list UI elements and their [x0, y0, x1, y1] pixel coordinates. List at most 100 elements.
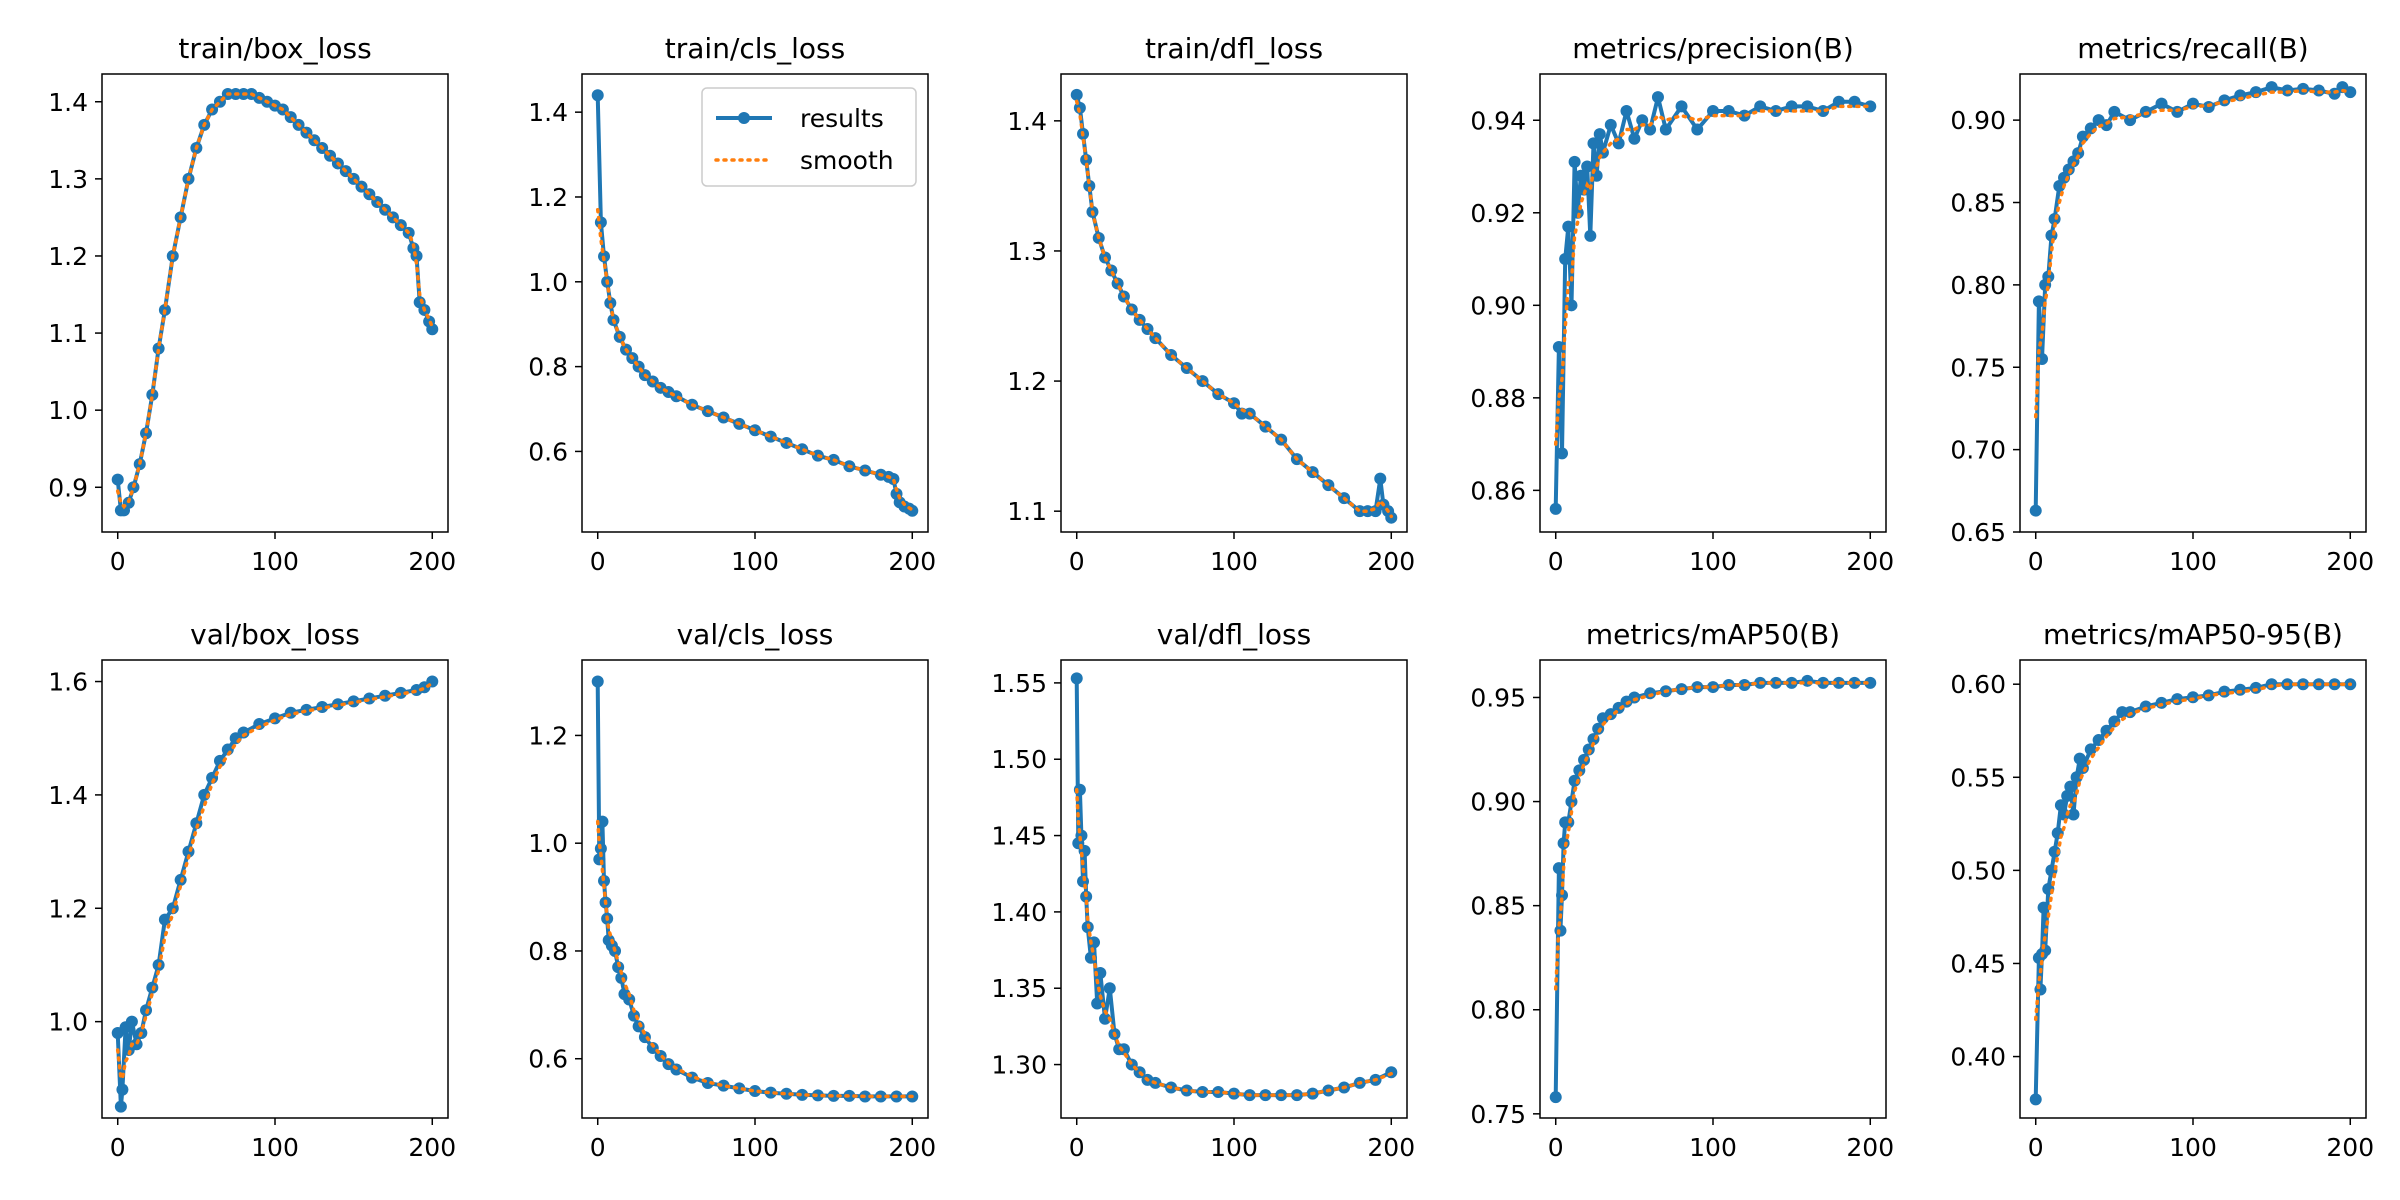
x-tick-label: 0: [590, 1133, 606, 1162]
results-point: [1581, 160, 1594, 173]
results-point: [1628, 132, 1641, 145]
y-tick-label: 1.40: [991, 898, 1047, 927]
results-point: [2265, 81, 2278, 94]
y-tick-label: 1.30: [991, 1051, 1047, 1080]
x-tick-label: 100: [1210, 547, 1258, 576]
subplot-5: metrics/recall(B) 0 100 200 0.65 0.70 0.75 0.80…: [1950, 32, 2374, 576]
y-tick-label: 0.6: [528, 437, 568, 466]
x-tick-label: 0: [1069, 1133, 1085, 1162]
y-tick-label: 0.86: [1470, 476, 1526, 505]
y-tick-label: 1.55: [991, 669, 1047, 698]
y-tick-label: 1.0: [48, 396, 88, 425]
results-point: [2155, 97, 2168, 110]
legend-label-smooth: smooth: [800, 146, 894, 175]
results-point: [1565, 299, 1578, 312]
y-tick-label: 0.90: [1470, 788, 1526, 817]
x-tick-label: 200: [1846, 547, 1894, 576]
results-point: [1549, 502, 1562, 515]
results-point: [749, 1085, 761, 1098]
results-line: [115, 679, 435, 1109]
results-point: [1099, 1012, 1112, 1025]
results-point: [1117, 1043, 1130, 1056]
results-point: [2234, 683, 2247, 696]
results-point: [1111, 277, 1124, 290]
results-point: [2067, 808, 2080, 821]
x-tick-label: 200: [2326, 1133, 2374, 1162]
y-tick-label: 0.9: [48, 473, 88, 502]
results-point: [1864, 676, 1877, 689]
results-point: [1070, 672, 1083, 685]
y-tick-label: 1.0: [48, 1008, 88, 1037]
results-point: [116, 1083, 129, 1096]
x-tick-label: 100: [1210, 1133, 1258, 1162]
x-tick-label: 200: [2326, 547, 2374, 576]
subplot-1: train/box_loss 0 100 200 0.9 1.0 1.1 1.2 1.3 1.4: [48, 32, 456, 576]
x-tick-label: 200: [1846, 1133, 1894, 1162]
y-tick-label: 0.90: [1950, 106, 2006, 135]
y-tick-label: 0.92: [1470, 199, 1526, 228]
results-point: [1070, 88, 1083, 101]
results-point: [2037, 901, 2050, 914]
results-point: [1374, 472, 1387, 485]
axes-frame: [1060, 659, 1408, 1119]
results-point: [1552, 340, 1565, 353]
subplot-title: train/dfl_loss: [1145, 32, 1323, 65]
y-tick-label: 0.40: [1950, 1043, 2006, 1072]
subplot-title: metrics/precision(B): [1572, 32, 1854, 65]
results-point: [1103, 982, 1116, 995]
y-tick-label: 1.3: [48, 165, 88, 194]
y-tick-label: 0.95: [1470, 683, 1526, 712]
results-point: [114, 1100, 127, 1113]
y-tick-label: 1.1: [1007, 497, 1047, 526]
smooth-line: [1553, 104, 1873, 446]
smooth-line: [1074, 788, 1394, 1097]
axes-frame: [581, 659, 929, 1119]
results-point: [146, 388, 159, 401]
y-tick-label: 1.2: [528, 721, 568, 750]
x-tick-label: 100: [2169, 1133, 2217, 1162]
subplot-title: val/box_loss: [190, 618, 360, 651]
results-point: [1864, 100, 1877, 113]
results-point: [1659, 123, 1672, 136]
results-point: [1584, 229, 1597, 242]
x-tick-label: 0: [110, 1133, 126, 1162]
smooth-line: [115, 681, 435, 1081]
subplot-7: val/cls_loss 0 100 200 0.6 0.8 1.0 1.2: [528, 618, 936, 1162]
x-tick-label: 200: [888, 547, 936, 576]
x-tick-label: 0: [1069, 547, 1085, 576]
y-tick-label: 1.3: [1007, 237, 1047, 266]
results-point: [2073, 752, 2086, 765]
results-point: [1549, 1091, 1562, 1104]
subplot-title: val/dfl_loss: [1157, 618, 1311, 651]
x-tick-label: 100: [251, 547, 299, 576]
subplot-title: metrics/recall(B): [2077, 32, 2308, 65]
results-point: [1604, 118, 1617, 131]
results-point: [1574, 169, 1587, 182]
results-point: [1644, 123, 1657, 136]
results-point: [764, 1086, 777, 1099]
results-point: [1559, 253, 1572, 266]
results-point: [152, 342, 165, 355]
results-line: [1553, 678, 1873, 1100]
results-point: [1644, 687, 1657, 700]
y-tick-label: 1.4: [48, 781, 88, 810]
y-tick-label: 0.50: [1950, 856, 2006, 885]
results-line: [1074, 92, 1394, 520]
subplot-8: val/dfl_loss 0 100 200 1.30 1.35 1.40 1.45 1.50 1…: [991, 618, 1415, 1162]
subplot-6: val/box_loss 0 100 200 1.0 1.2 1.4 1.6: [48, 618, 456, 1162]
y-tick-label: 0.80: [1470, 996, 1526, 1025]
results-point: [1556, 889, 1569, 902]
results-point: [1620, 105, 1633, 118]
smooth-line: [2033, 88, 2353, 419]
y-tick-label: 1.2: [48, 894, 88, 923]
results-point: [1675, 100, 1688, 113]
results-point: [1562, 220, 1575, 233]
results-point: [213, 754, 226, 767]
results-point: [125, 1015, 138, 1028]
results-point: [1651, 91, 1664, 104]
x-tick-label: 200: [408, 547, 456, 576]
y-tick-label: 1.35: [991, 974, 1047, 1003]
results-point: [2344, 86, 2357, 99]
results-point: [604, 297, 617, 309]
y-tick-label: 0.8: [528, 937, 568, 966]
